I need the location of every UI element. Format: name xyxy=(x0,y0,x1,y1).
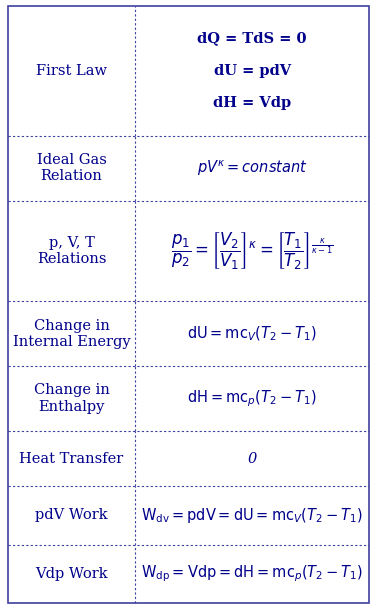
Text: Change in
Enthalpy: Change in Enthalpy xyxy=(34,384,110,414)
Text: $\dfrac{p_1}{p_2} = \left[\dfrac{V_2}{V_1}\right]^{\kappa} = \left[\dfrac{T_1}{T: $\dfrac{p_1}{p_2} = \left[\dfrac{V_2}{V_… xyxy=(171,230,334,272)
Text: dQ = TdS = 0: dQ = TdS = 0 xyxy=(198,32,307,46)
Text: pdV Work: pdV Work xyxy=(35,509,108,523)
Text: $\mathrm{dH = mc}_{p}\mathit{(T_2 - T_1)}$: $\mathrm{dH = mc}_{p}\mathit{(T_2 - T_1)… xyxy=(188,389,317,409)
Text: First Law: First Law xyxy=(36,64,107,78)
Text: $\mathrm{W_{dp} = Vdp = dH = mc}_{p}\mathit{(T_2 - T_1)}$: $\mathrm{W_{dp} = Vdp = dH = mc}_{p}\mat… xyxy=(141,563,363,584)
Text: $\mathrm{W_{dv} = pdV = dU = mc}_{V}\mathit{(T_2 - T_1)}$: $\mathrm{W_{dv} = pdV = dU = mc}_{V}\mat… xyxy=(141,506,363,525)
Text: dH = Vdp: dH = Vdp xyxy=(213,96,291,110)
Text: 0: 0 xyxy=(247,451,257,465)
Text: $pV^{\kappa} = \mathit{constant}$: $pV^{\kappa} = \mathit{constant}$ xyxy=(197,158,308,178)
Text: Vdp Work: Vdp Work xyxy=(35,567,108,581)
Text: $\mathrm{dU = mc}_{V}\mathit{(T_2 - T_1)}$: $\mathrm{dU = mc}_{V}\mathit{(T_2 - T_1)… xyxy=(187,325,317,343)
Text: p, V, T
Relations: p, V, T Relations xyxy=(37,236,106,266)
Text: Heat Transfer: Heat Transfer xyxy=(19,451,124,465)
Text: Ideal Gas
Relation: Ideal Gas Relation xyxy=(37,153,107,183)
Text: Change in
Internal Energy: Change in Internal Energy xyxy=(13,319,130,349)
Text: dU = pdV: dU = pdV xyxy=(213,64,291,78)
